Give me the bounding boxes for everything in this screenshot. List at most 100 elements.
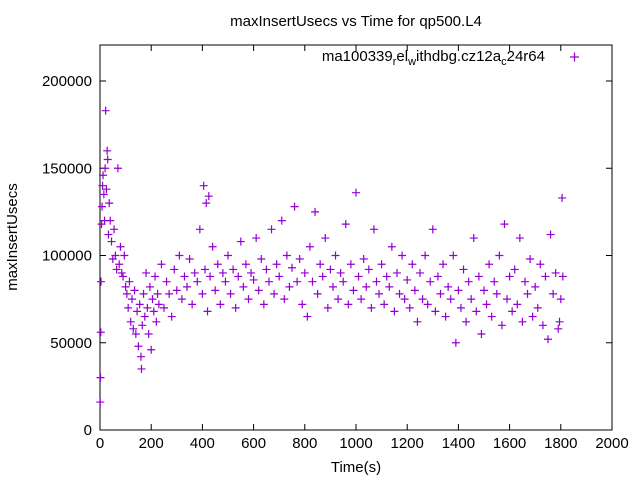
data-point <box>137 364 146 373</box>
data-point <box>267 225 276 234</box>
data-point <box>449 251 458 260</box>
data-point <box>110 225 119 234</box>
data-point <box>500 220 509 229</box>
data-point <box>99 171 108 180</box>
data-point <box>247 268 256 277</box>
data-point <box>367 303 376 312</box>
data-point <box>316 260 325 269</box>
data-point <box>97 277 106 286</box>
data-point <box>544 335 552 344</box>
data-point <box>490 277 499 286</box>
data-point <box>229 265 238 274</box>
data-point <box>551 268 560 277</box>
data-point <box>119 272 128 281</box>
data-point <box>140 312 149 321</box>
data-point <box>526 254 535 263</box>
data-point <box>313 289 322 298</box>
x-tick-label: 600 <box>241 435 266 452</box>
data-point <box>259 300 268 309</box>
x-axis-label: Time(s) <box>331 459 381 476</box>
data-point <box>375 289 384 298</box>
data-point <box>117 268 126 277</box>
data-point <box>400 295 409 304</box>
data-point <box>495 251 504 260</box>
data-point <box>128 295 136 304</box>
data-point <box>126 317 135 326</box>
data-point <box>323 303 332 312</box>
data-point <box>180 272 189 281</box>
data-point <box>270 289 279 298</box>
data-point <box>282 251 291 260</box>
data-point <box>144 330 153 339</box>
data-point <box>221 277 230 286</box>
data-point <box>208 242 217 251</box>
data-point <box>257 254 266 263</box>
data-point <box>531 282 540 291</box>
data-point <box>154 300 163 309</box>
data-point <box>354 272 363 281</box>
data-point <box>145 282 154 291</box>
data-point <box>462 317 471 326</box>
data-point <box>116 242 125 251</box>
data-point <box>104 230 113 239</box>
data-point <box>136 352 145 361</box>
data-point <box>175 251 184 260</box>
data-point <box>203 307 212 316</box>
data-point <box>426 277 435 286</box>
data-point <box>288 263 296 272</box>
data-point <box>554 324 563 333</box>
data-point <box>101 164 110 173</box>
x-tick-label: 1400 <box>442 435 475 452</box>
data-point <box>352 188 360 197</box>
data-point <box>277 216 286 225</box>
data-point <box>195 225 204 234</box>
data-point <box>188 300 197 309</box>
data-point <box>106 216 115 225</box>
data-point <box>418 295 427 304</box>
data-point <box>111 251 120 260</box>
data-point <box>436 289 445 298</box>
legend-label-part: ma100339 <box>322 48 393 65</box>
data-point <box>441 312 450 321</box>
data-point <box>280 295 289 304</box>
data-point <box>408 260 417 269</box>
legend: ma100339relwithdbg.cz12ac24r64 <box>322 48 579 68</box>
data-point <box>134 342 143 351</box>
data-point <box>439 260 448 269</box>
data-point <box>96 328 105 337</box>
data-point <box>190 268 199 277</box>
data-point <box>372 277 381 286</box>
data-point <box>113 164 122 173</box>
x-tick-label: 1000 <box>339 435 372 452</box>
data-point <box>151 272 160 281</box>
data-point <box>474 272 483 281</box>
data-point <box>369 225 378 234</box>
data-point <box>508 307 517 316</box>
data-point <box>293 277 302 286</box>
data-point <box>382 272 391 281</box>
data-point <box>239 282 248 291</box>
data-point <box>359 254 368 263</box>
data-point <box>349 286 358 295</box>
data-point <box>546 230 555 239</box>
legend-label-part: r <box>393 56 397 68</box>
data-point <box>413 317 422 326</box>
data-point <box>199 181 208 190</box>
x-tick-label: 400 <box>190 435 215 452</box>
data-point <box>454 286 463 295</box>
data-point <box>480 286 488 295</box>
data-point <box>464 277 473 286</box>
legend-label-part: c <box>501 56 507 68</box>
data-point <box>98 181 107 190</box>
data-point <box>431 307 440 316</box>
data-point <box>183 282 192 291</box>
data-point <box>98 202 107 211</box>
data-point <box>204 192 213 201</box>
data-point <box>162 277 171 286</box>
data-point <box>102 185 111 194</box>
data-point <box>428 225 437 234</box>
data-point <box>143 303 152 312</box>
data-point <box>344 300 353 309</box>
data-point <box>416 268 424 277</box>
data-point <box>334 295 343 304</box>
